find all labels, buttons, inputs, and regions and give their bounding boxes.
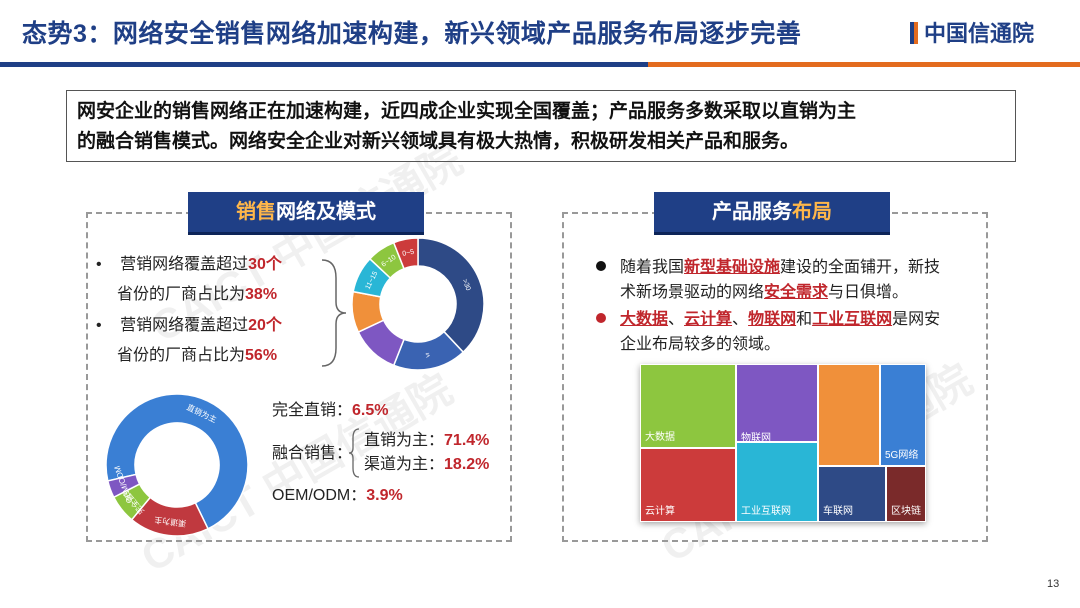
donut-slice-label: ≤: [425, 351, 430, 359]
bullet-marker: •: [96, 317, 102, 334]
donut-slice: [392, 237, 419, 270]
page-number: 13: [1047, 578, 1060, 590]
sales-panel-header: 销售网络及模式: [188, 192, 424, 232]
header-rule: [0, 62, 1080, 67]
logo: 中国信通院: [910, 16, 1034, 48]
donut-slice: [106, 473, 141, 499]
page-title: 态势3：网络安全销售网络加速构建，新兴领域产品服务布局逐步完善: [22, 20, 802, 48]
summary-box: 网安企业的销售网络正在加速构建，近四成企业实现全国覆盖；产品服务多数采取以直销为…: [66, 90, 1016, 162]
coverage-value-2: 20个: [248, 317, 282, 334]
bullet-marker: •: [96, 256, 102, 273]
trend-bullet-1: 随着我国新型基础设施建设的全面铺开，新技: [596, 253, 940, 282]
coverage-pct-1: 38%: [245, 286, 278, 303]
donut-slice: [105, 393, 249, 530]
treemap-cell: 物联网: [736, 364, 818, 444]
coverage-bullet-1-line2: 省份的厂商占比为38%: [117, 286, 278, 303]
sales-header-rest: 网络及模式: [276, 201, 376, 223]
coverage-bullet-2-line2: 省份的厂商占比为56%: [117, 347, 278, 364]
mode-direct: 完全直销：6.5%: [272, 402, 389, 419]
coverage-bullet-1: • 营销网络覆盖超过30个: [96, 256, 282, 273]
trend-bullet-2: 大数据、云计算、物联网和工业互联网是网安: [596, 305, 940, 334]
donut-slice: [417, 237, 485, 354]
treemap-cell: 云计算: [640, 448, 736, 522]
summary-line-1: 网安企业的销售网络正在加速构建，近四成企业实现全国覆盖；产品服务多数采取以直销为…: [77, 101, 857, 122]
treemap-cell: 5G网络: [880, 364, 926, 466]
trend-bullet-1-line2: 术新场景驱动的网络安全需求与日俱增。: [620, 284, 909, 301]
field-treemap: 大数据 云计算 物联网 工业互联网 5G网络 车联网 区块链: [640, 364, 926, 522]
coverage-pct-2: 56%: [245, 347, 278, 364]
treemap-cell: 工业互联网: [736, 442, 818, 522]
treemap-cell: 大数据: [640, 364, 736, 448]
bullet-dot: [596, 261, 606, 271]
summary-line-2: 的融合销售模式。网络安全企业对新兴领域具有极大热情，积极研发相关产品和服务。: [77, 131, 800, 152]
mode-hybrid-channel: 渠道为主：18.2%: [364, 456, 490, 473]
donut-slice-label: 0~5: [402, 249, 415, 258]
coverage-value-1: 30个: [248, 256, 282, 273]
treemap-cell: 车联网: [818, 466, 886, 522]
coverage-donut-chart: >30≤11~156~100~5: [351, 237, 485, 371]
treemap-cell: [818, 364, 880, 466]
brace-icon: [348, 428, 360, 478]
sales-header-highlight: 销售: [236, 201, 276, 223]
product-header-highlight: 布局: [792, 201, 832, 223]
donut-slice-label: >30: [461, 278, 472, 292]
logo-text: 中国信通院: [924, 21, 1035, 46]
trend-bullet-2-line2: 企业布局较多的领域。: [620, 336, 781, 353]
product-header-text: 产品服务: [712, 201, 792, 223]
coverage-bullet-2: • 营销网络覆盖超过20个: [96, 317, 282, 334]
product-panel-header: 产品服务布局: [654, 192, 890, 232]
bullet-dot: [596, 313, 606, 323]
donut-slice-label: 渠道为主: [154, 515, 187, 529]
logo-icon: [910, 22, 918, 44]
mode-hybrid-label: 融合销售：: [272, 445, 353, 462]
treemap-cell: 区块链: [886, 466, 926, 522]
mode-hybrid-direct: 直销为主：71.4%: [364, 432, 490, 449]
mode-oem: OEM/ODM：3.9%: [272, 487, 403, 504]
brace-icon: [321, 259, 347, 367]
